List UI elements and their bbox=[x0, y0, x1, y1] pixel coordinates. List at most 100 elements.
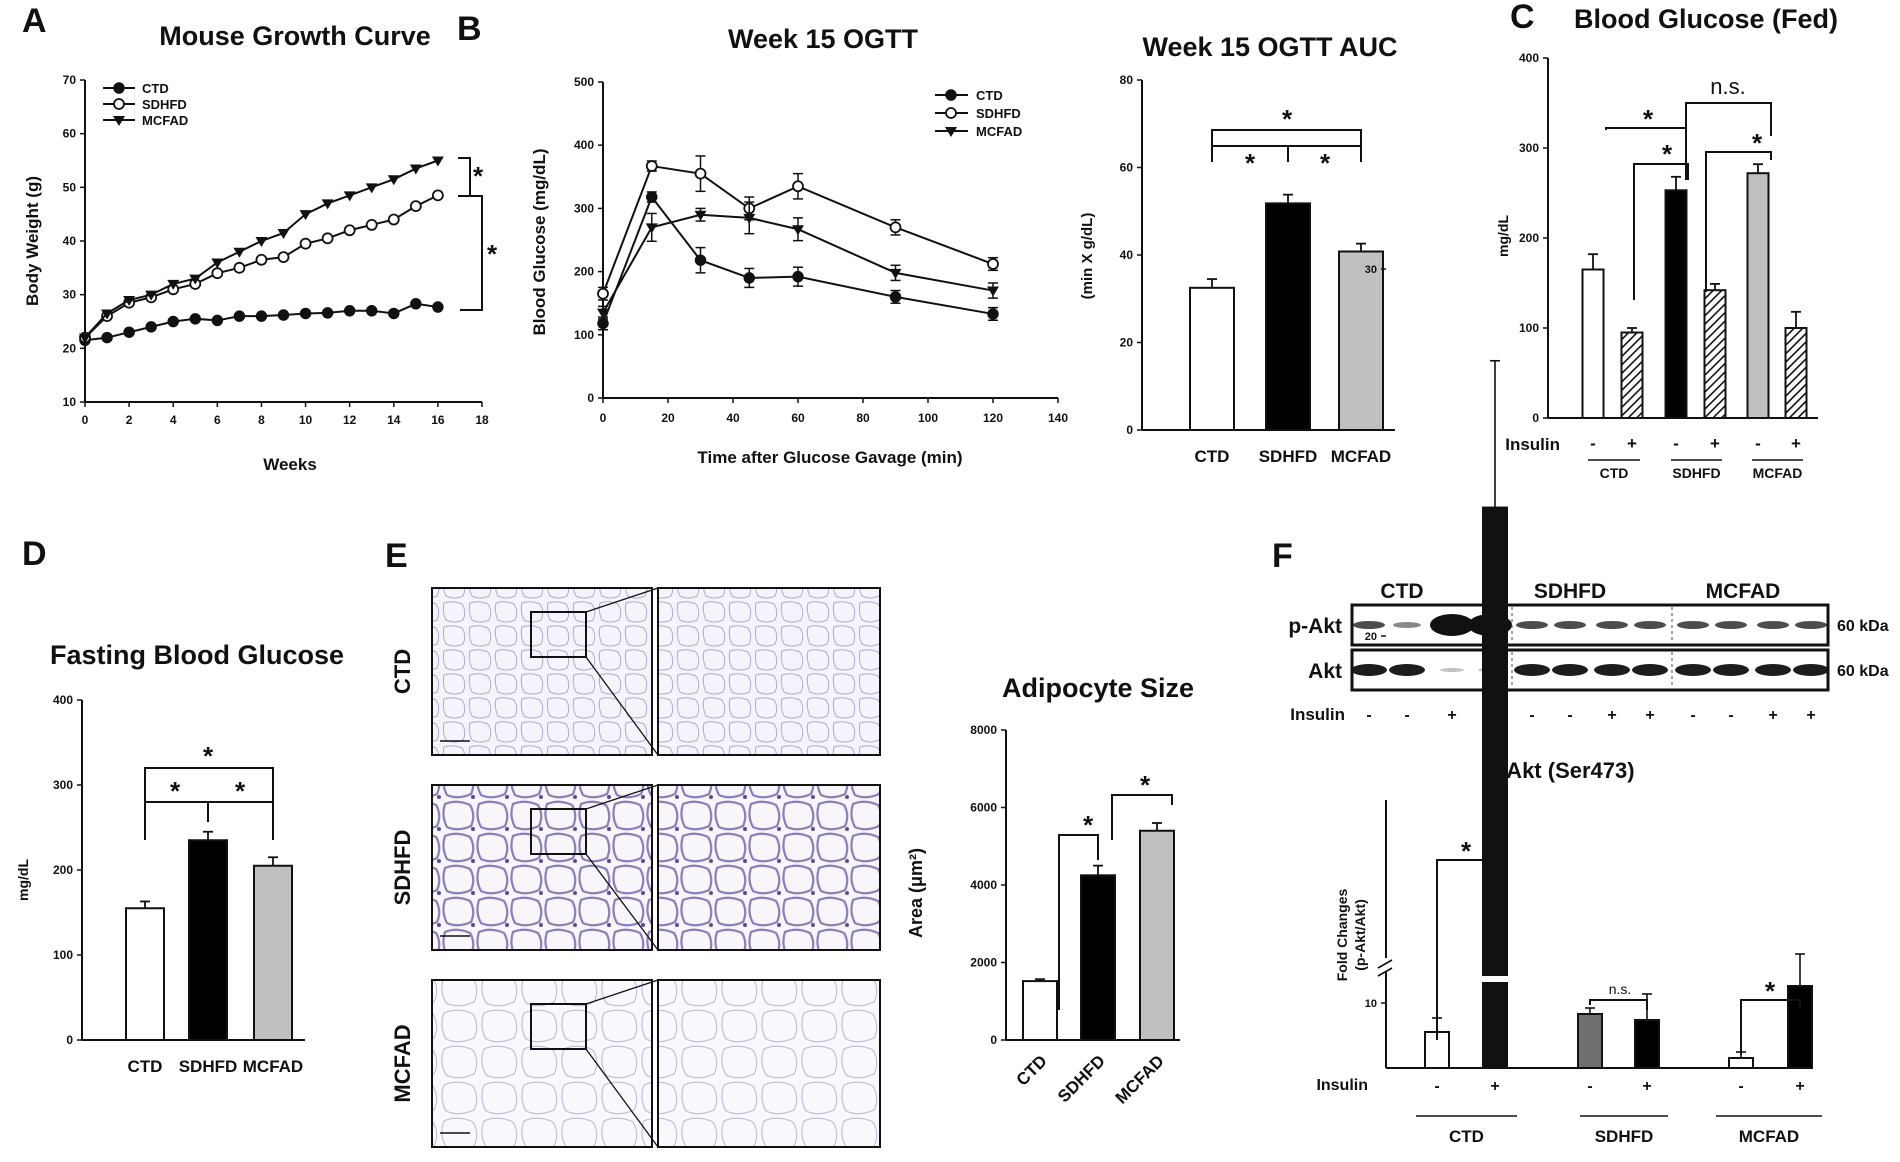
chart-a-y-tick-label: 20 bbox=[63, 341, 77, 355]
chart-f-insulin-sign: + bbox=[1642, 1078, 1651, 1095]
micrograph-zoom-mcfad bbox=[657, 979, 881, 1148]
chart-a-legend-label: SDHFD bbox=[142, 97, 187, 112]
chart-d-sig-star-1: * bbox=[170, 776, 181, 806]
chart-c-bar bbox=[1746, 172, 1770, 419]
blot-size-label: 60 kDa bbox=[1837, 618, 1889, 635]
chart-b1-y-tick-label: 0 bbox=[587, 391, 594, 405]
chart-a-title: Mouse Growth Curve bbox=[159, 21, 431, 51]
chart-a-point-mcfad bbox=[167, 279, 180, 290]
blot-insulin-sign: + bbox=[1768, 707, 1777, 724]
chart-e-bar bbox=[1022, 980, 1058, 1041]
chart-e-bar bbox=[1080, 874, 1116, 1041]
chart-a-legend-label: MCFAD bbox=[142, 113, 188, 128]
chart-d-title: Fasting Blood Glucose bbox=[50, 640, 344, 670]
blot-insulin-sign: - bbox=[1690, 707, 1695, 724]
chart-b1-point-ctd bbox=[987, 308, 999, 320]
chart-d-sig-bracket-1 bbox=[144, 801, 209, 840]
chart-d-x-tick-label: MCFAD bbox=[243, 1057, 303, 1076]
chart-a-point-ctd bbox=[101, 331, 113, 344]
chart-a-point-ctd bbox=[255, 310, 268, 322]
blot-band bbox=[1353, 621, 1385, 629]
chart-a-point-mcfad bbox=[101, 309, 114, 320]
chart-e-y-tick-label: 2000 bbox=[970, 956, 997, 970]
chart-d-y-tick-label: 400 bbox=[53, 693, 73, 707]
chart-e-x-tick-label: SDHFD bbox=[1054, 1051, 1109, 1106]
chart-b1-point-sdhfd bbox=[694, 167, 707, 180]
chart-b2-bar bbox=[1265, 202, 1311, 431]
chart-a-y-tick-label: 60 bbox=[63, 127, 77, 141]
chart-a-point-sdhfd bbox=[299, 237, 312, 250]
chart-b1-y-label: Blood Glucose (mg/dL) bbox=[530, 149, 549, 336]
micrograph-inset-box bbox=[530, 611, 587, 658]
blot-band bbox=[1677, 621, 1709, 629]
blot-group-label-mcfad: MCFAD bbox=[1706, 580, 1781, 603]
chart-c-sig-bracket-4 bbox=[1705, 151, 1772, 292]
chart-c-y-tick-label: 0 bbox=[1532, 411, 1539, 425]
chart-f-insulin-sign: + bbox=[1795, 1078, 1804, 1095]
chart-e-y-label: Area (μm²) bbox=[906, 848, 926, 938]
chart-c-bar bbox=[1620, 331, 1644, 419]
chart-b1-point-mcfad bbox=[743, 213, 756, 224]
chart-b1-point-ctd bbox=[743, 272, 755, 284]
chart-d-y-tick-label: 200 bbox=[53, 863, 73, 877]
chart-a-sig-star-1: * bbox=[473, 161, 484, 191]
blot-insulin-sign: + bbox=[1645, 707, 1654, 724]
chart-f-bar bbox=[1787, 985, 1813, 1069]
chart-b1-point-sdhfd bbox=[597, 287, 609, 300]
chart-a-point-mcfad bbox=[255, 237, 268, 247]
chart-c-bar bbox=[1664, 189, 1688, 419]
chart-f-bar bbox=[1482, 982, 1508, 1069]
blot-insulin-sign: - bbox=[1366, 707, 1371, 724]
panel-label-e: E bbox=[385, 537, 408, 575]
chart-c-title: Blood Glucose (Fed) bbox=[1574, 4, 1838, 34]
chart-f-sig-star-2: * bbox=[1765, 976, 1776, 1006]
chart-c-y-tick-label: 400 bbox=[1519, 51, 1539, 65]
chart-f-group-label: CTD bbox=[1449, 1127, 1484, 1146]
micrograph-inset-box bbox=[530, 808, 587, 855]
chart-c-row-label: Insulin bbox=[1505, 435, 1560, 454]
chart-b1-point-sdhfd bbox=[889, 221, 902, 234]
chart-e-sig-star-1: * bbox=[1083, 810, 1094, 840]
micrograph-zoom-line bbox=[585, 979, 659, 1005]
chart-c-insulin-sign: + bbox=[1627, 434, 1637, 453]
chart-e-y-tick-label: 8000 bbox=[970, 723, 997, 737]
blot-band bbox=[1713, 664, 1749, 676]
chart-f-sig-bracket-1 bbox=[1436, 859, 1496, 1040]
chart-c-insulin-sign: + bbox=[1710, 434, 1720, 453]
chart-b1-y-tick-label: 300 bbox=[574, 201, 594, 215]
chart-d-sig-star-3: * bbox=[203, 741, 214, 771]
micrograph-overview-sdhfd bbox=[431, 784, 653, 951]
panel-label-f: F bbox=[1272, 537, 1293, 575]
chart-b1-point-ctd bbox=[694, 254, 707, 266]
chart-b1-point-ctd bbox=[646, 191, 658, 203]
chart-b2-y-label: (min X g/dL) bbox=[1079, 213, 1096, 300]
chart-a-point-ctd bbox=[145, 321, 157, 333]
chart-a-point-ctd bbox=[277, 309, 290, 321]
chart-c-insulin-sign: - bbox=[1755, 434, 1761, 453]
chart-f-group-label: MCFAD bbox=[1739, 1127, 1799, 1146]
chart-c-sig-ns: n.s. bbox=[1710, 74, 1745, 99]
chart-b1-y-tick-label: 500 bbox=[574, 75, 594, 89]
chart-a-x-label: Weeks bbox=[263, 455, 317, 474]
chart-b1-legend-label: MCFAD bbox=[976, 124, 1022, 139]
blot-band bbox=[1795, 621, 1827, 629]
chart-d-x-tick-label: CTD bbox=[128, 1057, 163, 1076]
chart-a-y-label: Body Weight (g) bbox=[23, 176, 42, 306]
chart-b2-bar bbox=[1338, 250, 1384, 431]
chart-f-row-label: Insulin bbox=[1316, 1077, 1368, 1094]
chart-c-bar bbox=[1784, 327, 1808, 419]
chart-a-point-ctd bbox=[123, 326, 135, 338]
chart-c-insulin-sign: + bbox=[1791, 434, 1801, 453]
chart-e-title: Adipocyte Size bbox=[1002, 673, 1194, 703]
chart-a-y-tick-label: 40 bbox=[63, 234, 77, 248]
chart-e-y-tick-label: 4000 bbox=[970, 878, 997, 892]
chart-e-bar bbox=[1139, 829, 1175, 1041]
chart-c-group-label: MCFAD bbox=[1753, 465, 1803, 481]
chart-a-point-ctd bbox=[432, 301, 444, 313]
chart-c-bar bbox=[1703, 289, 1727, 420]
panel-label-d: D bbox=[22, 535, 47, 573]
blot-insulin-sign: - bbox=[1404, 707, 1409, 724]
chart-e-x-tick-label: CTD bbox=[1013, 1051, 1051, 1089]
chart-b1-point-ctd bbox=[597, 317, 609, 330]
